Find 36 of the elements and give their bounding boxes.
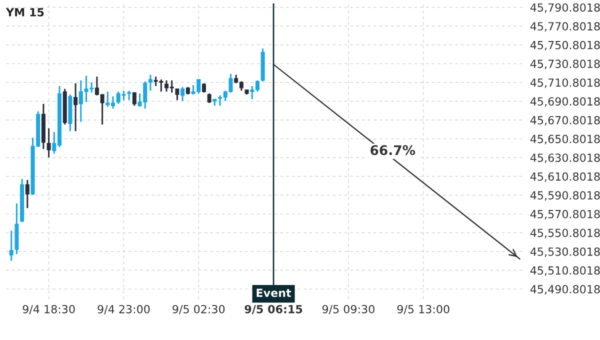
candlestick [202, 82, 206, 94]
y-tick-label: 45,510.8018 [530, 266, 600, 276]
candlestick [74, 82, 78, 132]
y-tick-label: 45,630.8018 [530, 154, 600, 164]
x-tick-label: 9/5 09:30 [322, 304, 374, 314]
y-tick-label: 45,610.8018 [530, 172, 600, 182]
y-tick-label: 45,670.8018 [530, 116, 600, 126]
chart-title: YM 15 [6, 8, 44, 16]
annotation: 66.7% [370, 145, 416, 156]
candlestick [175, 88, 180, 101]
candlestick [9, 230, 14, 262]
y-tick-label: 45,750.8018 [530, 40, 600, 50]
candlestick [127, 90, 132, 101]
x-tick-label: 9/5 02:30 [172, 304, 225, 314]
y-tick-label: 45,790.8018 [530, 3, 600, 13]
candlestick [132, 92, 136, 107]
x-tick-label: 9/4 18:30 [22, 304, 75, 314]
x-tick-label: 9/5 06:15 [244, 304, 302, 314]
y-tick-label: 45,770.8018 [530, 22, 600, 32]
y-tick-label: 45,690.8018 [530, 97, 600, 107]
ref-line-label: Event [256, 288, 292, 298]
y-tick-label: 45,490.8018 [530, 285, 600, 295]
candlestick [25, 179, 30, 209]
candlestick [180, 86, 185, 102]
candlestick [148, 74, 152, 92]
candlestick [207, 92, 212, 104]
candlestick [46, 128, 51, 158]
x-tick-label: 9/4 23:00 [98, 304, 150, 314]
y-tick-label: 45,570.8018 [530, 210, 600, 220]
y-tick-label: 45,650.8018 [530, 134, 600, 144]
y-tick-label: 45,530.8018 [530, 247, 600, 258]
y-tick-label: 45,730.8018 [530, 60, 600, 70]
y-tick-label: 45,590.8018 [530, 191, 600, 201]
x-tick-label: 9/5 13:00 [397, 304, 450, 314]
y-tick-label: 45,550.8018 [530, 228, 600, 238]
y-tick-label: 45,710.8018 [530, 78, 600, 88]
